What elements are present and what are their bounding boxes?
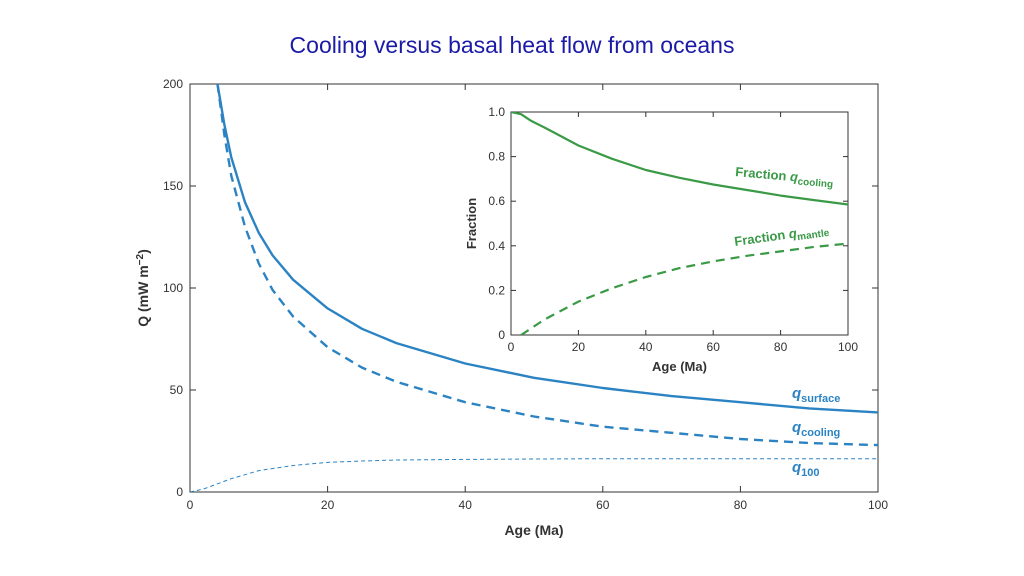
inset-plot: 0 20 40 60 80 100 0 0.2 0.4 0.6 0.8 1.0 Age (Ma) Frac… [464,105,858,374]
y-tick-label: 0 [176,485,183,499]
inset-x-tick-label: 40 [639,340,653,354]
inset-y-axis-title: Fraction [464,198,479,249]
inset-x-axis-title: Age (Ma) [652,359,707,374]
slide-title: Cooling versus basal heat flow from ocea… [289,32,735,58]
x-tick-label: 20 [321,498,335,512]
inset-y-tick-label: 0.2 [488,283,505,297]
inset-series-cooling-line [511,112,848,206]
inset-y-tick-label: 0 [498,328,505,342]
series-cooling-label: qcooling [792,419,840,439]
inset-y-tick-label: 0.4 [488,239,505,253]
inset-x-tick-label: 80 [774,340,788,354]
x-tick-label: 100 [868,498,888,512]
inset-x-tick-label: 20 [572,340,586,354]
y-tick-label: 200 [163,77,183,91]
inset-series-mantle-line [520,242,848,335]
y-tick-label: 50 [170,383,184,397]
inset-y-tick-label: 0.6 [488,194,505,208]
inset-x-tick-label: 60 [707,340,721,354]
series-cooling-line [216,84,878,447]
series-surface-line [216,84,878,414]
inset-y-tick-label: 1.0 [488,105,505,119]
series-100-line [190,458,878,492]
y-tick-label: 150 [163,179,183,193]
x-tick-label: 0 [187,498,194,512]
inset-x-tick-label: 100 [838,340,858,354]
x-tick-label: 40 [459,498,473,512]
series-surface-label: qsurface [792,385,840,405]
series-100-label: q100 [792,459,820,479]
inset-series-cooling-label: Fraction qcooling [734,164,834,191]
x-tick-label: 60 [596,498,610,512]
inset-x-tick-label: 0 [508,340,515,354]
y-axis-title: Q (mW m−2) [135,249,151,327]
x-axis-title: Age (Ma) [504,522,563,538]
y-tick-label: 100 [163,281,183,295]
inset-frame [510,111,849,336]
x-tick-label: 80 [734,498,748,512]
inset-y-tick-label: 0.8 [488,150,505,164]
